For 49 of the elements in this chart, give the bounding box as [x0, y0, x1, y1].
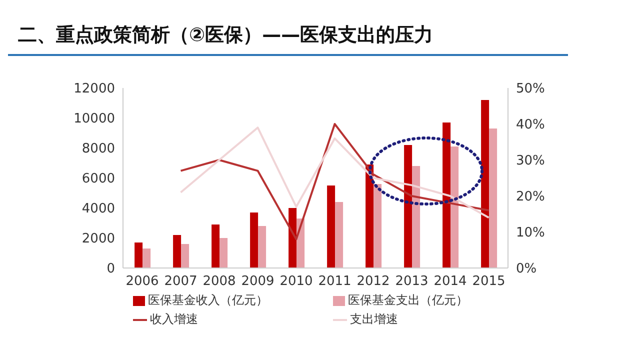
- x-tick-label: 2008: [202, 274, 236, 290]
- bar: [258, 226, 266, 268]
- bar: [481, 100, 490, 268]
- y2-tick-label: 10%: [516, 226, 545, 241]
- legend-label: 医保基金收入（亿元）: [148, 292, 268, 309]
- x-tick-label: 2006: [126, 274, 159, 290]
- x-tick-label: 2013: [395, 274, 428, 290]
- bar: [450, 146, 459, 268]
- bar: [250, 212, 258, 268]
- bar: [489, 128, 498, 268]
- y-tick-label: 2000: [82, 232, 115, 247]
- y-tick-label: 12000: [74, 82, 115, 97]
- y2-tick-label: 0%: [516, 262, 537, 277]
- y2-tick-label: 20%: [516, 190, 545, 205]
- x-tick-label: 2014: [434, 274, 467, 290]
- bar: [212, 224, 220, 268]
- y2-tick-label: 30%: [516, 154, 545, 169]
- x-tick-label: 2009: [241, 274, 274, 290]
- bar: [442, 122, 451, 268]
- x-tick-label: 2010: [280, 274, 313, 290]
- chart-title: 二、重点政策简析（②医保）——医保支出的压力: [18, 23, 434, 48]
- bar: [404, 145, 412, 268]
- line-series: [180, 126, 490, 219]
- bar: [220, 238, 228, 268]
- line-series: [180, 123, 490, 240]
- bar: [173, 235, 182, 268]
- legend-label: 医保基金支出（亿元）: [348, 292, 468, 309]
- x-tick-label: 2011: [318, 274, 352, 290]
- y2-tick-label: 40%: [516, 118, 545, 133]
- bar: [412, 166, 420, 268]
- legend-label: 支出增速: [350, 311, 398, 328]
- bar: [335, 202, 344, 268]
- bar: [366, 164, 374, 268]
- y-tick-label: 6000: [82, 172, 115, 187]
- bar: [288, 208, 297, 268]
- bar: [134, 242, 143, 268]
- y-tick-label: 4000: [82, 202, 115, 217]
- legend-label: 收入增速: [150, 311, 198, 328]
- x-tick-label: 2012: [356, 274, 390, 290]
- bar: [181, 244, 190, 268]
- bar: [142, 248, 151, 268]
- x-tick-label: 2007: [164, 274, 198, 290]
- y-tick-label: 10000: [74, 112, 115, 127]
- bar: [374, 184, 382, 268]
- x-tick-label: 2015: [472, 274, 506, 290]
- bar: [327, 186, 336, 268]
- y-tick-label: 8000: [82, 142, 115, 157]
- y-tick-label: 0: [106, 262, 115, 277]
- y2-tick-label: 50%: [516, 82, 545, 97]
